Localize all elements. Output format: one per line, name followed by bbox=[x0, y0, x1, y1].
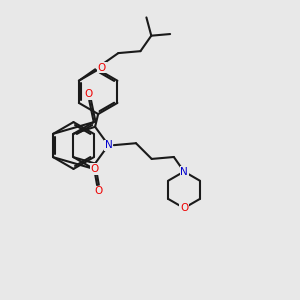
Text: N: N bbox=[180, 167, 188, 177]
Text: N: N bbox=[105, 140, 112, 150]
Text: O: O bbox=[180, 203, 188, 213]
Text: O: O bbox=[85, 89, 93, 99]
Text: O: O bbox=[90, 164, 98, 174]
Text: O: O bbox=[95, 186, 103, 197]
Text: O: O bbox=[98, 63, 106, 73]
